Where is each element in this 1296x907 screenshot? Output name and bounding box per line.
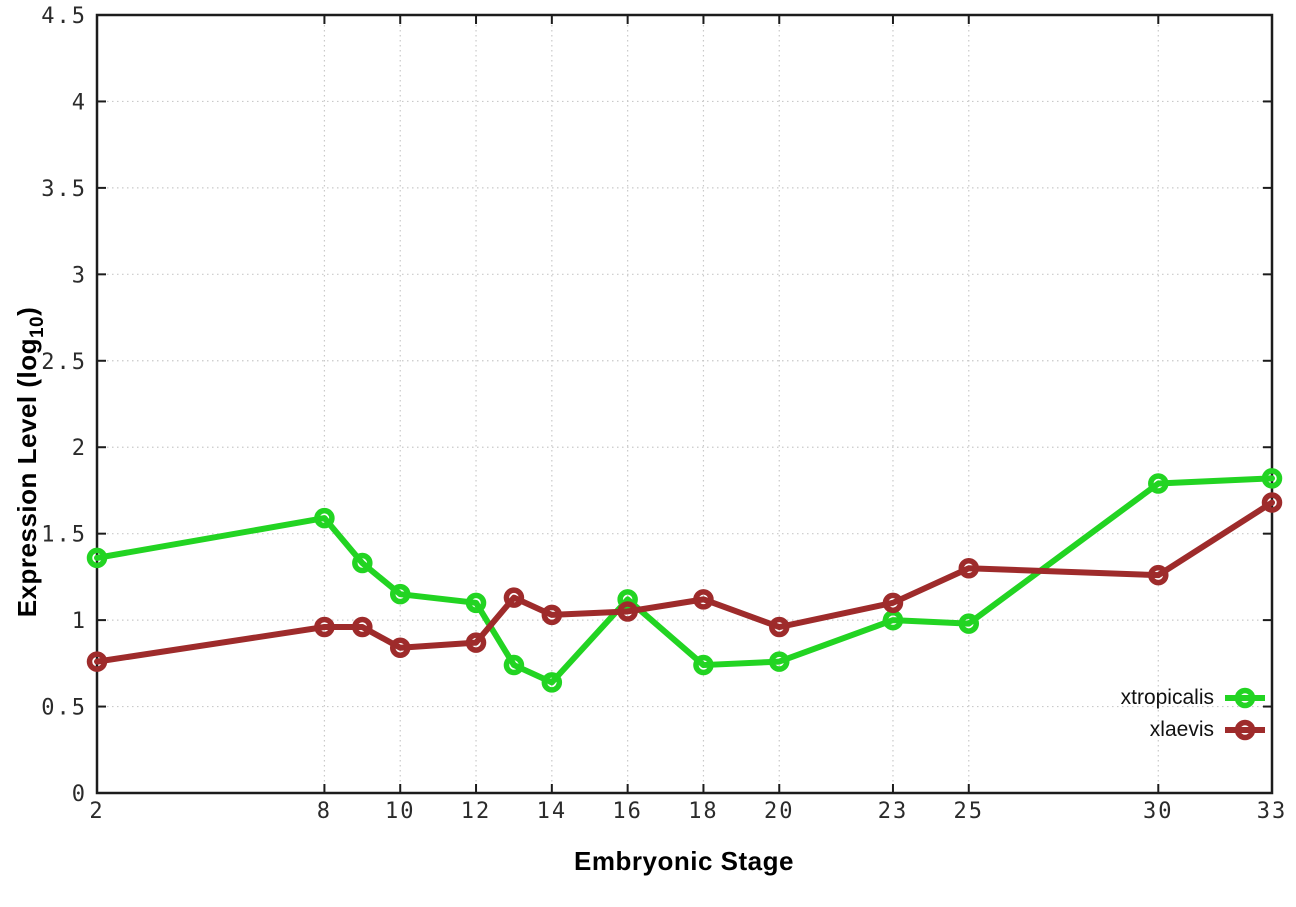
- y-tick-label: 0.5: [41, 696, 87, 721]
- x-axis-title: Embryonic Stage: [574, 846, 794, 876]
- data-point-xtropicalis: [617, 589, 638, 610]
- x-tick-label: 23: [878, 799, 909, 824]
- y-axis-title-subscript: 10: [27, 315, 48, 339]
- x-tick-label: 2: [89, 799, 104, 824]
- data-point-xlaevis: [389, 637, 411, 659]
- y-tick-label: 2: [72, 436, 87, 461]
- data-point-xlaevis: [86, 651, 108, 672]
- x-tick-label: 18: [688, 799, 719, 824]
- y-axis-title-text: Expression Level (log: [12, 338, 42, 618]
- x-tick-label: 12: [461, 799, 492, 824]
- x-tick-label: 25: [954, 799, 985, 824]
- data-point-xlaevis: [693, 589, 714, 610]
- data-point-xtropicalis: [1261, 468, 1283, 489]
- data-point-xtropicalis: [693, 654, 714, 676]
- data-point-xtropicalis: [958, 613, 980, 634]
- legend-item-xlaevis: xlaevis: [1121, 714, 1266, 746]
- data-point-xtropicalis: [1148, 473, 1169, 494]
- data-point-xtropicalis: [389, 583, 411, 605]
- data-point-xtropicalis: [86, 547, 108, 569]
- x-tick-label: 33: [1257, 799, 1288, 824]
- y-tick-label: 1.5: [41, 523, 87, 548]
- data-point-xtropicalis: [541, 672, 563, 693]
- data-point-xlaevis: [314, 616, 335, 638]
- data-point-xtropicalis: [352, 552, 373, 574]
- y-tick-label: 2.5: [41, 350, 87, 375]
- x-tick-label: 10: [385, 799, 416, 824]
- y-tick-label: 3: [72, 263, 87, 288]
- data-point-xlaevis: [1261, 492, 1283, 513]
- data-point-xlaevis: [541, 604, 563, 626]
- y-tick-label: 4.5: [41, 4, 87, 29]
- x-tick-label: 30: [1143, 799, 1174, 824]
- line-circle-marker-icon: [1225, 719, 1265, 741]
- x-tick-label: 14: [537, 799, 568, 824]
- data-point-xlaevis: [503, 587, 525, 608]
- y-axis-title-close: ): [12, 306, 42, 316]
- data-point-xlaevis: [465, 632, 487, 653]
- x-tick-label: 16: [612, 799, 643, 824]
- legend-label: xtropicalis: [1120, 686, 1214, 709]
- plot-border: [95, 13, 1274, 795]
- series-line-xtropicalis: [94, 475, 1275, 686]
- legend-label: xlaevis: [1149, 718, 1214, 741]
- y-tick-label: 0: [72, 782, 87, 807]
- legend: xtropicalis xlaevis: [1121, 682, 1266, 746]
- y-axis-title: Expression Level (log10): [12, 307, 49, 618]
- data-point-xtropicalis: [465, 592, 487, 614]
- data-point-xtropicalis: [503, 654, 525, 676]
- y-tick-label: 1: [72, 609, 87, 634]
- data-point-xlaevis: [882, 592, 904, 614]
- data-point-xlaevis: [958, 557, 980, 579]
- data-point-xlaevis: [617, 601, 638, 622]
- x-tick-label: 8: [317, 799, 332, 824]
- data-point-xlaevis: [352, 616, 373, 638]
- data-point-xlaevis: [769, 616, 790, 638]
- line-circle-marker-icon: [1225, 687, 1265, 709]
- y-tick-label: 3.5: [41, 177, 87, 202]
- legend-item-xtropicalis: xtropicalis: [1121, 682, 1266, 714]
- data-point-xlaevis: [1148, 564, 1169, 586]
- data-point-xtropicalis: [769, 651, 790, 672]
- data-point-xtropicalis: [314, 507, 335, 529]
- y-tick-label: 4: [72, 90, 87, 115]
- x-tick-label: 20: [764, 799, 795, 824]
